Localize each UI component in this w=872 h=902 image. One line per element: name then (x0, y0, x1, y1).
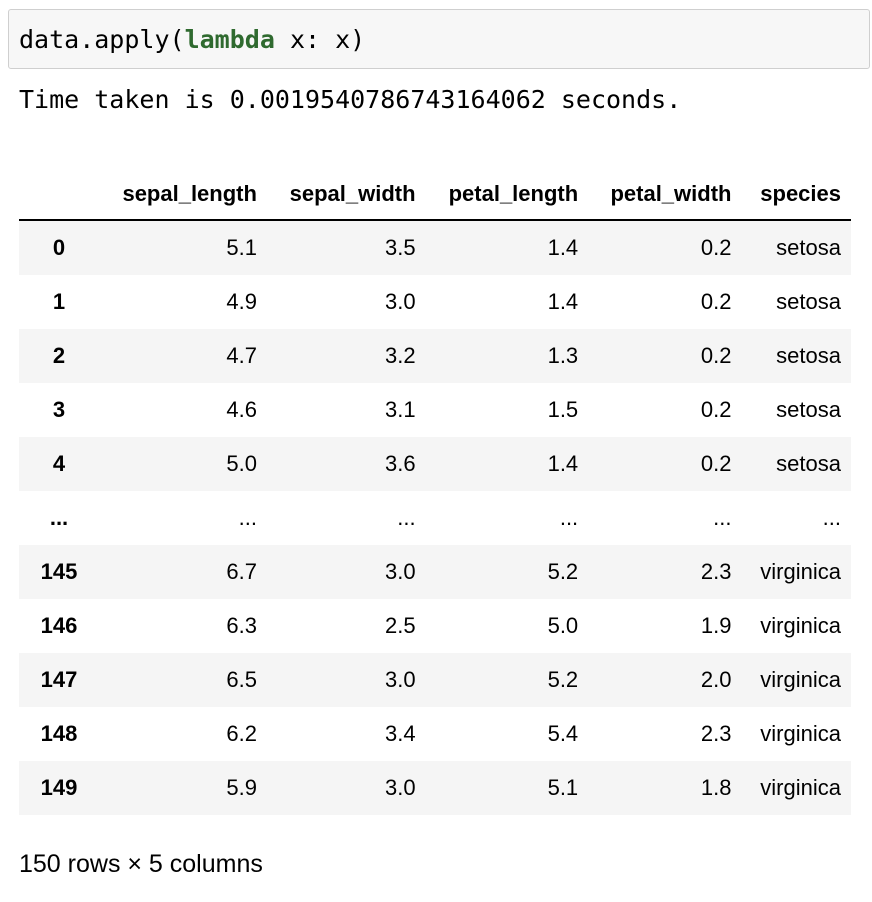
header-row: sepal_length sepal_width petal_length pe… (19, 168, 851, 221)
cell-sepal-width: ... (397, 505, 416, 530)
cell-sepal-length: 5.1 (226, 235, 257, 260)
row-index: 3 (52, 397, 66, 422)
cell-petal-length: 1.5 (547, 397, 579, 422)
cell-petal-width: 0.2 (700, 343, 732, 368)
cell-petal-width: 1.8 (700, 775, 732, 800)
cell-sepal-width: 3.0 (384, 559, 416, 584)
code-function-call: data.apply (19, 25, 170, 54)
dataframe-body: 0 5.1 3.5 1.4 0.2 setosa 1 4.9 3.0 1.4 0… (19, 220, 851, 815)
cell-petal-width: ... (713, 505, 732, 530)
row-index: ... (49, 505, 69, 530)
table-row: 2 4.7 3.2 1.3 0.2 setosa (19, 329, 851, 383)
row-index: 2 (52, 343, 66, 368)
cell-species: virginica (760, 559, 841, 584)
cell-sepal-width: 3.2 (384, 343, 416, 368)
cell-petal-width: 2.0 (700, 667, 732, 692)
code-cell-input[interactable]: data.apply(lambda x: x) (8, 9, 870, 69)
cell-sepal-width: 3.4 (384, 721, 416, 746)
cell-petal-width: 2.3 (700, 559, 732, 584)
table-row: 147 6.5 3.0 5.2 2.0 virginica (19, 653, 851, 707)
cell-sepal-length: 6.5 (226, 667, 257, 692)
cell-petal-length: 5.2 (547, 559, 579, 584)
row-index: 145 (40, 559, 78, 584)
row-index: 148 (40, 721, 78, 746)
cell-petal-length: 1.4 (547, 289, 579, 314)
cell-sepal-width: 3.5 (384, 235, 416, 260)
code-lambda-body: x: x (274, 25, 351, 54)
column-header-species: species (741, 168, 851, 221)
cell-sepal-width: 3.0 (384, 775, 416, 800)
cell-sepal-length: ... (238, 505, 257, 530)
table-row: 148 6.2 3.4 5.4 2.3 virginica (19, 707, 851, 761)
cell-species: ... (822, 505, 841, 530)
output-time-taken: Time taken is 0.0019540786743164062 seco… (19, 85, 682, 114)
code-open-paren: ( (169, 25, 185, 54)
column-header-sepal-length: sepal_length (99, 168, 267, 221)
cell-petal-width: 0.2 (700, 451, 732, 476)
column-header-petal-width: petal_width (588, 168, 742, 221)
cell-species: virginica (760, 721, 841, 746)
cell-sepal-length: 4.7 (226, 343, 257, 368)
cell-petal-width: 1.9 (700, 613, 732, 638)
table-row: 149 5.9 3.0 5.1 1.8 virginica (19, 761, 851, 815)
cell-sepal-width: 3.6 (384, 451, 416, 476)
table-row: 4 5.0 3.6 1.4 0.2 setosa (19, 437, 851, 491)
dataframe-table: sepal_length sepal_width petal_length pe… (19, 168, 851, 815)
cell-petal-length: 5.0 (547, 613, 579, 638)
cell-petal-width: 2.3 (700, 721, 732, 746)
dataframe-header: sepal_length sepal_width petal_length pe… (19, 168, 851, 221)
cell-sepal-length: 4.6 (226, 397, 257, 422)
cell-sepal-length: 6.2 (226, 721, 257, 746)
cell-species: setosa (776, 289, 841, 314)
table-row: 0 5.1 3.5 1.4 0.2 setosa (19, 220, 851, 275)
cell-sepal-width: 3.1 (384, 397, 416, 422)
table-row: 3 4.6 3.1 1.5 0.2 setosa (19, 383, 851, 437)
cell-species: setosa (776, 235, 841, 260)
cell-sepal-width: 2.5 (384, 613, 416, 638)
cell-petal-length: 5.4 (547, 721, 579, 746)
cell-sepal-width: 3.0 (384, 667, 416, 692)
dataframe-shape-summary: 150 rows × 5 columns (19, 850, 263, 878)
row-index: 146 (40, 613, 78, 638)
index-header (19, 168, 99, 221)
cell-sepal-length: 5.9 (226, 775, 257, 800)
cell-species: virginica (760, 775, 841, 800)
cell-sepal-length: 6.3 (226, 613, 257, 638)
cell-species: setosa (776, 343, 841, 368)
cell-species: setosa (776, 397, 841, 422)
row-index: 147 (40, 667, 78, 692)
cell-sepal-length: 4.9 (226, 289, 257, 314)
cell-petal-length: ... (559, 505, 579, 530)
cell-petal-width: 0.2 (700, 397, 732, 422)
cell-species: setosa (776, 451, 841, 476)
cell-petal-length: 1.4 (547, 451, 579, 476)
cell-petal-length: 5.1 (547, 775, 579, 800)
column-header-petal-length: petal_length (425, 168, 589, 221)
cell-petal-length: 5.2 (547, 667, 579, 692)
cell-petal-width: 0.2 (700, 235, 732, 260)
cell-species: virginica (760, 613, 841, 638)
cell-sepal-width: 3.0 (384, 289, 416, 314)
cell-petal-width: 0.2 (700, 289, 732, 314)
table-row: 145 6.7 3.0 5.2 2.3 virginica (19, 545, 851, 599)
column-header-sepal-width: sepal_width (266, 168, 426, 221)
row-index: 0 (52, 235, 66, 260)
row-index: 4 (52, 451, 66, 476)
table-row-ellipsis: ... ... ... ... ... ... (19, 491, 851, 545)
code-keyword-lambda: lambda (184, 25, 275, 54)
cell-sepal-length: 5.0 (226, 451, 257, 476)
row-index: 1 (52, 289, 66, 314)
cell-petal-length: 1.4 (547, 235, 579, 260)
cell-petal-length: 1.3 (547, 343, 579, 368)
cell-sepal-length: 6.7 (226, 559, 257, 584)
table-row: 1 4.9 3.0 1.4 0.2 setosa (19, 275, 851, 329)
row-index: 149 (40, 775, 78, 800)
table-row: 146 6.3 2.5 5.0 1.9 virginica (19, 599, 851, 653)
code-close-paren: ) (350, 25, 366, 54)
cell-species: virginica (760, 667, 841, 692)
